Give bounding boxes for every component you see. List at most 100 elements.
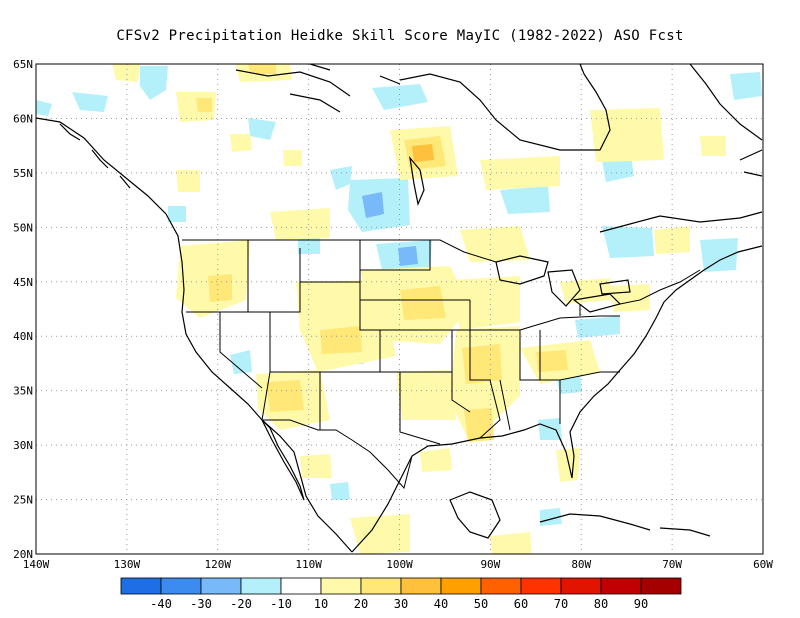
lat-tick-label: 30N <box>13 439 33 452</box>
neg-patch-strong <box>362 192 384 218</box>
neg-patch <box>330 166 352 190</box>
pos-patch <box>490 532 532 554</box>
colorbar-label: 50 <box>474 597 488 611</box>
lon-tick-label: 90W <box>480 558 500 571</box>
neg-patch <box>540 508 562 526</box>
bc-islands <box>59 123 131 189</box>
colorbar-swatch <box>600 577 642 595</box>
pos-patch <box>590 108 664 162</box>
state-lines <box>186 240 620 445</box>
lat-tick-label: 40N <box>13 330 33 343</box>
colorbar-swatch <box>480 577 522 595</box>
pos-patch-strong <box>320 326 362 354</box>
colorbar-label: 30 <box>394 597 408 611</box>
pos-patch <box>112 64 140 82</box>
pos-patch-strong <box>266 380 304 412</box>
neg-patch <box>700 238 738 272</box>
colorbar-label: 20 <box>354 597 368 611</box>
skill-shading <box>36 64 762 554</box>
colorbar-label: -40 <box>150 597 172 611</box>
us-canada-border-east <box>619 269 701 305</box>
chart-title: CFSv2 Precipitation Heidke Skill Score M… <box>116 28 684 44</box>
labrador-coast <box>689 64 763 141</box>
lon-tick-label: 130W <box>114 558 141 571</box>
lat-tick-label: 45N <box>13 276 33 289</box>
neg-patch <box>36 100 52 116</box>
colorbar-label: 90 <box>634 597 648 611</box>
coastlines <box>36 64 763 553</box>
neg-patch <box>575 316 620 338</box>
pacific-coast <box>36 117 353 553</box>
colorbar-swatch <box>320 577 362 595</box>
colorbar-label: 60 <box>514 597 528 611</box>
pos-patch <box>270 208 330 240</box>
lon-tick-label: 120W <box>205 558 232 571</box>
latitude-labels: 65N 60N 55N 50N 45N 40N 35N 30N 25N 20N <box>13 58 33 561</box>
pos-patch <box>300 454 332 478</box>
lon-tick-label: 70W <box>662 558 682 571</box>
pos-patch <box>176 170 200 192</box>
pos-patch-strong <box>462 344 502 384</box>
lat-tick-label: 25N <box>13 494 33 507</box>
pos-patch-strong <box>400 286 446 320</box>
st-lawrence <box>599 211 763 233</box>
neg-patch <box>230 350 252 374</box>
lon-tick-label: 100W <box>386 558 413 571</box>
plot-frame <box>35 63 764 555</box>
hudson-bay <box>399 64 611 151</box>
neg-patch <box>72 92 108 112</box>
colorbar-label: 80 <box>594 597 608 611</box>
neg-patch <box>248 118 276 140</box>
colorbar-label: -30 <box>190 597 212 611</box>
lake-winnipeg <box>409 155 425 207</box>
pos-patch-strong <box>248 64 276 74</box>
colorbar-label: -20 <box>230 597 252 611</box>
lon-tick-label: 80W <box>571 558 591 571</box>
pos-patch-strong <box>464 408 494 442</box>
pos-patch <box>450 276 520 330</box>
pos-patch <box>700 136 726 156</box>
lat-tick-label: 20N <box>13 548 33 561</box>
pos-patch-strong <box>536 350 568 372</box>
lat-tick-label: 65N <box>13 58 33 71</box>
baja-peninsula <box>261 419 305 501</box>
colorbar-label: 70 <box>554 597 568 611</box>
cuba <box>539 513 651 531</box>
lat-tick-label: 60N <box>13 112 33 125</box>
lat-tick-label: 35N <box>13 385 33 398</box>
atlantic-coast <box>663 245 763 303</box>
pos-patch <box>420 448 452 472</box>
lon-tick-label: 110W <box>295 558 322 571</box>
pos-patch-strong <box>208 274 232 302</box>
pos-patch <box>396 370 456 420</box>
colorbar-swatch <box>360 577 402 595</box>
colorbar-label: -10 <box>270 597 292 611</box>
colorbar-swatch <box>560 577 602 595</box>
gulf-of-mexico-coast <box>351 301 665 553</box>
colorbar-swatch <box>240 577 282 595</box>
pos-patch-max <box>412 144 434 162</box>
pos-patch <box>283 150 302 166</box>
pos-patch <box>230 134 252 152</box>
us-mexico-border <box>262 419 413 490</box>
neg-patch <box>330 482 350 500</box>
graticule <box>36 64 763 554</box>
colorbar-swatch <box>400 577 442 595</box>
longitude-labels: 140W 130W 120W 110W 100W 90W 80W 70W 60W <box>23 558 774 571</box>
colorbar-swatch <box>440 577 482 595</box>
neg-patch <box>602 226 654 258</box>
pos-patch <box>460 226 530 262</box>
neg-patch <box>538 418 562 440</box>
lat-tick-label: 55N <box>13 167 33 180</box>
arctic-islands <box>235 64 401 113</box>
pos-patch <box>610 284 650 312</box>
colorbar-label: 40 <box>434 597 448 611</box>
neg-patch <box>730 72 762 100</box>
lon-tick-label: 60W <box>753 558 773 571</box>
lon-tick-label: 140W <box>23 558 50 571</box>
colorbar-swatch <box>640 577 682 595</box>
neg-patch <box>500 186 550 214</box>
neg-patch <box>168 206 186 222</box>
pos-patch <box>350 514 410 554</box>
colorbar-swatch <box>160 577 202 595</box>
